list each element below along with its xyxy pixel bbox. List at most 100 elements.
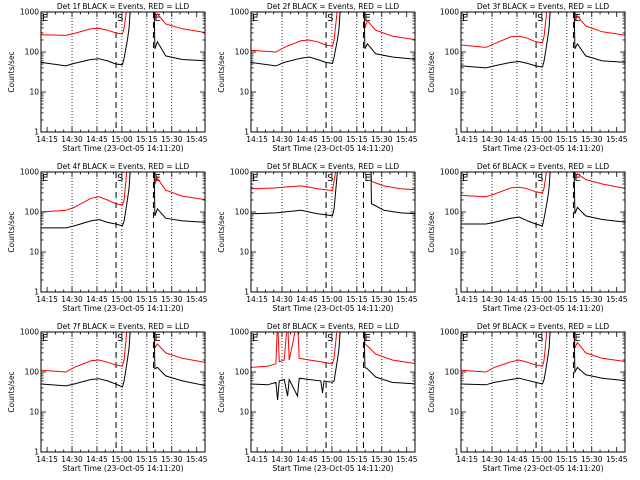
- x-tick-label: 15:45: [606, 455, 628, 464]
- y-axis-label: Counts/sec: [217, 371, 226, 412]
- marker-label: E: [154, 13, 160, 24]
- plot-frame: [250, 11, 416, 133]
- panel-title: Det 8f BLACK = Events, RED = LLD: [267, 322, 400, 331]
- marker-label: S: [117, 333, 123, 344]
- y-tick-label: 1: [454, 448, 459, 457]
- y-axis-label: Counts/sec: [427, 371, 436, 412]
- x-tick-label: 15:15: [346, 135, 368, 144]
- marker-label: E: [42, 13, 48, 24]
- y-tick-label: 100: [235, 368, 250, 377]
- x-axis-label: Start Time (23-Oct-05 14:11:20): [272, 144, 393, 153]
- panel-1: Det 1f BLACK = Events, RED = LLD E S E 1 10 10…: [7, 2, 208, 153]
- y-tick-label: 1000: [20, 8, 39, 17]
- y-tick-label: 1000: [440, 8, 459, 17]
- series-events: [41, 172, 205, 229]
- x-tick-label: 14:45: [86, 135, 108, 144]
- x-tick-label: 14:15: [246, 295, 268, 304]
- marker-label: S: [327, 333, 333, 344]
- panel-2: Det 2f BLACK = Events, RED = LLD E S E 1 10 10…: [217, 2, 418, 153]
- x-tick-label: 14:30: [271, 455, 293, 464]
- marker-label: E: [574, 13, 580, 24]
- panel-title: Det 4f BLACK = Events, RED = LLD: [57, 162, 190, 171]
- x-tick-label: 15:45: [396, 295, 418, 304]
- x-tick-label: 14:15: [36, 295, 58, 304]
- y-tick-label: 10: [449, 248, 459, 257]
- marker-label: S: [117, 13, 123, 24]
- x-tick-label: 14:15: [456, 295, 478, 304]
- panel-title: Det 1f BLACK = Events, RED = LLD: [57, 2, 190, 11]
- marker-label: E: [252, 333, 258, 344]
- series-lld: [251, 12, 415, 53]
- x-tick-label: 14:15: [246, 135, 268, 144]
- x-tick-label: 15:00: [111, 135, 133, 144]
- marker-label: E: [364, 173, 370, 184]
- x-axis-label: Start Time (23-Oct-05 14:11:20): [482, 464, 603, 473]
- panel-7: Det 7f BLACK = Events, RED = LLD E S E 1 10 10…: [7, 322, 208, 473]
- x-tick-label: 14:30: [481, 455, 503, 464]
- y-tick-label: 10: [29, 408, 39, 417]
- x-tick-label: 14:30: [271, 135, 293, 144]
- x-tick-label: 14:45: [86, 295, 108, 304]
- marker-label: E: [462, 13, 468, 24]
- y-tick-label: 100: [25, 368, 40, 377]
- marker-label: S: [327, 173, 333, 184]
- panel-title: Det 2f BLACK = Events, RED = LLD: [267, 2, 400, 11]
- x-tick-label: 15:15: [136, 135, 158, 144]
- series-lld: [461, 172, 625, 198]
- y-tick-label: 1: [454, 288, 459, 297]
- y-tick-label: 1000: [20, 328, 39, 337]
- y-tick-label: 1000: [440, 168, 459, 177]
- x-axis-label: Start Time (23-Oct-05 14:11:20): [62, 304, 183, 313]
- y-tick-label: 10: [29, 248, 39, 257]
- y-tick-label: 100: [445, 368, 460, 377]
- x-tick-label: 14:30: [481, 135, 503, 144]
- y-tick-label: 10: [239, 408, 249, 417]
- x-tick-label: 14:45: [506, 455, 528, 464]
- y-tick-label: 1000: [230, 168, 249, 177]
- series-events: [251, 12, 415, 67]
- panel-title: Det 3f BLACK = Events, RED = LLD: [477, 2, 610, 11]
- x-tick-label: 14:45: [506, 135, 528, 144]
- x-tick-label: 15:15: [346, 455, 368, 464]
- marker-label: S: [537, 173, 543, 184]
- x-tick-label: 15:30: [161, 135, 183, 144]
- plot-frame: [40, 11, 206, 133]
- y-tick-label: 100: [235, 48, 250, 57]
- marker-label: E: [462, 333, 468, 344]
- marker-label: E: [364, 333, 370, 344]
- x-tick-label: 15:30: [161, 295, 183, 304]
- marker-label: E: [364, 13, 370, 24]
- x-tick-label: 15:30: [371, 135, 393, 144]
- marker-label: E: [252, 13, 258, 24]
- x-tick-label: 15:45: [186, 455, 208, 464]
- y-tick-label: 1000: [230, 328, 249, 337]
- x-tick-label: 14:15: [456, 455, 478, 464]
- y-tick-label: 10: [29, 88, 39, 97]
- series-events: [41, 12, 205, 67]
- marker-label: E: [574, 333, 580, 344]
- x-tick-label: 14:45: [296, 455, 318, 464]
- panel-6: Det 6f BLACK = Events, RED = LLD E S E 1 10 10…: [427, 162, 628, 313]
- x-tick-label: 15:00: [321, 295, 343, 304]
- series-events: [461, 12, 625, 69]
- series-events: [251, 332, 415, 401]
- plot-frame: [460, 11, 626, 133]
- y-tick-label: 1: [244, 448, 249, 457]
- x-tick-label: 14:45: [506, 295, 528, 304]
- panel-5: Det 5f BLACK = Events, RED = LLD E S E 1 10 10…: [217, 162, 418, 313]
- y-tick-label: 1: [244, 288, 249, 297]
- x-axis-label: Start Time (23-Oct-05 14:11:20): [482, 144, 603, 153]
- series-events: [251, 172, 415, 217]
- y-tick-label: 100: [445, 48, 460, 57]
- x-tick-label: 15:15: [556, 455, 578, 464]
- series-lld: [251, 172, 415, 192]
- x-tick-label: 14:45: [296, 135, 318, 144]
- marker-label: E: [252, 173, 258, 184]
- y-tick-label: 1: [454, 128, 459, 137]
- series-lld: [251, 332, 415, 368]
- x-tick-label: 15:00: [111, 295, 133, 304]
- series-events: [461, 332, 625, 386]
- marker-label: E: [42, 333, 48, 344]
- x-tick-label: 15:30: [371, 295, 393, 304]
